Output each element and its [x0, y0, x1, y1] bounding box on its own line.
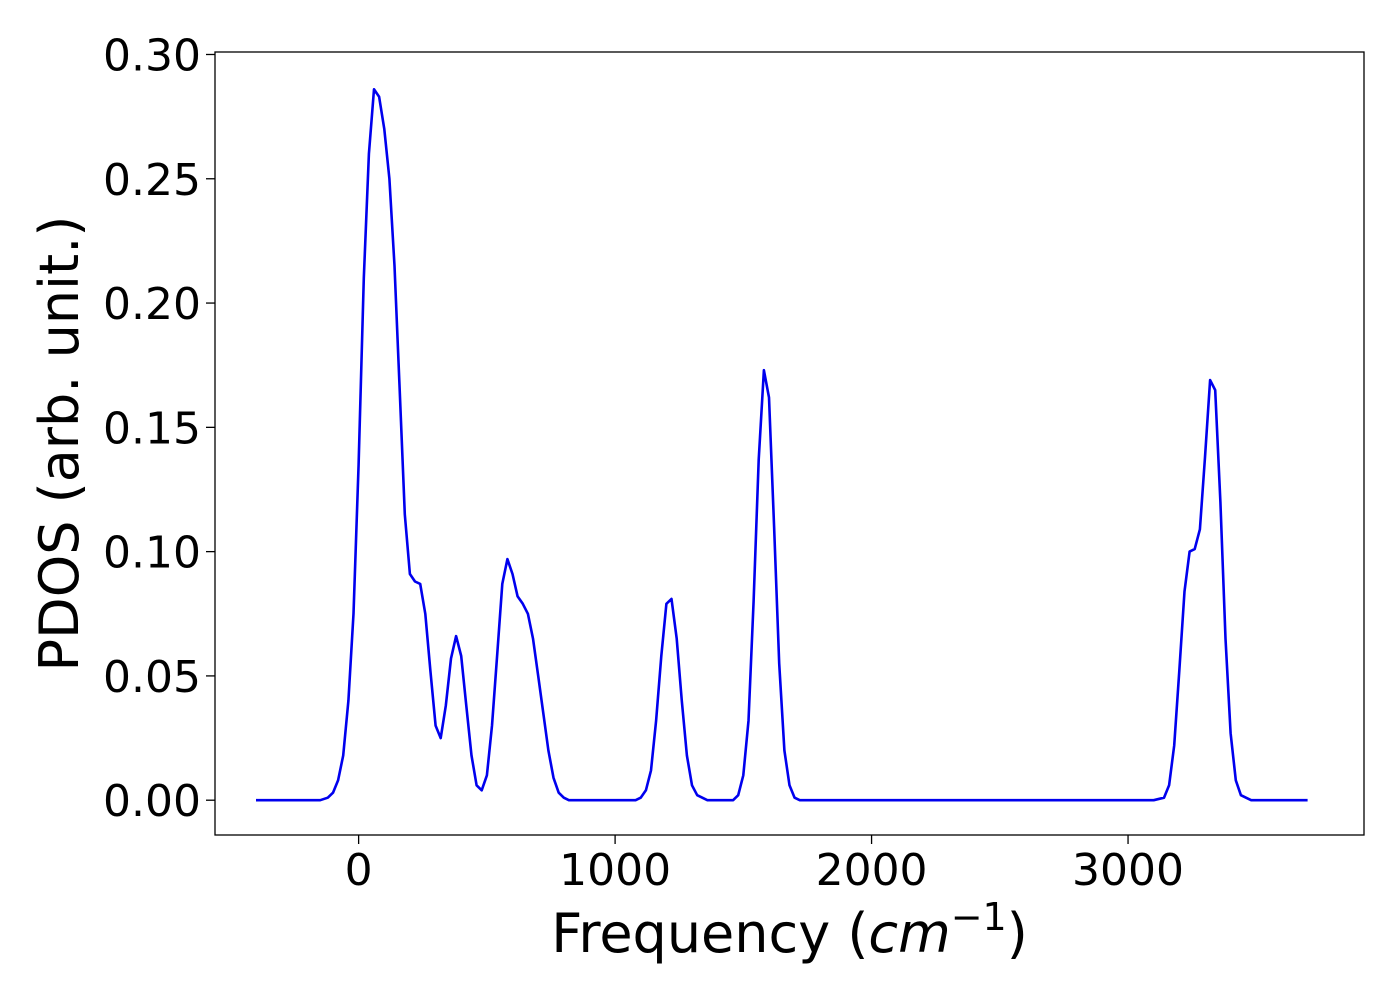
- axes-frame: [214, 51, 1365, 836]
- x-axis-label-superscript: −1: [951, 895, 1007, 939]
- x-tick-label: 2000: [816, 845, 928, 896]
- x-tick-label: 0: [345, 845, 373, 896]
- x-axis-label-math: cm: [868, 902, 950, 965]
- axes-ticks: 0 1000 2000 3000 0.00 0.05 0.10 0.15 0.20 0.25 0.3…: [103, 30, 1184, 896]
- y-tick-label: 0.15: [103, 403, 201, 454]
- x-axis-label: Frequency (cm−1): [551, 895, 1028, 965]
- y-tick-label: 0.20: [103, 279, 201, 330]
- y-axis-label: PDOS (arb. unit.): [28, 216, 91, 672]
- x-tick-label: 3000: [1072, 845, 1184, 896]
- y-tick-label: 0.00: [103, 776, 201, 827]
- y-tick-label: 0.30: [103, 30, 201, 81]
- y-tick-label: 0.25: [103, 155, 201, 206]
- pdos-series-line-0: [256, 88, 1308, 802]
- x-axis-label-close: ): [1007, 902, 1028, 965]
- y-tick-label: 0.10: [103, 528, 201, 579]
- x-tick-label: 1000: [559, 845, 671, 896]
- x-axis-label-main: Frequency (: [551, 902, 868, 965]
- plot-area: [256, 88, 1308, 802]
- y-tick-label: 0.05: [103, 652, 201, 703]
